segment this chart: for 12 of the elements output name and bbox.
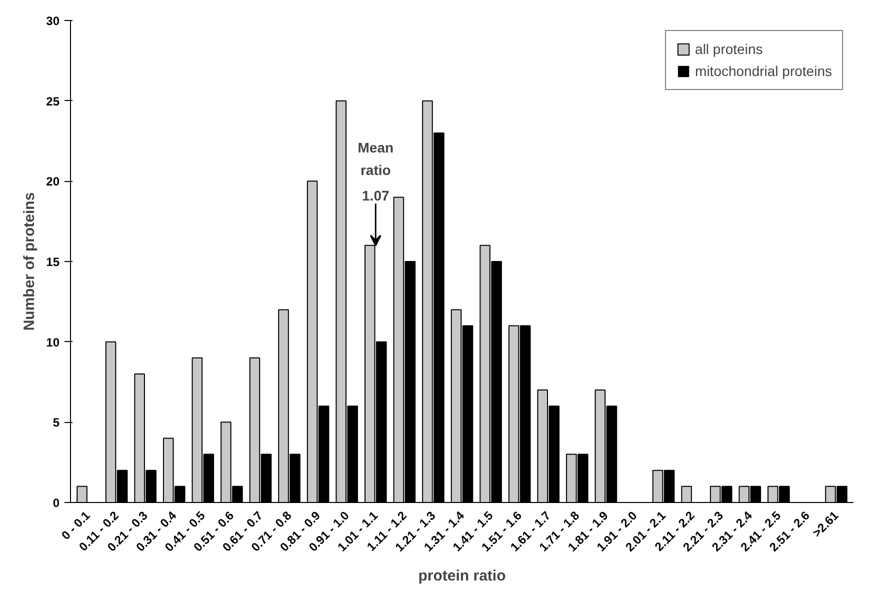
- legend-label: all proteins: [695, 41, 763, 57]
- y-axis-title: Number of proteins: [21, 192, 38, 331]
- y-tick-label: 20: [46, 174, 60, 189]
- legend-label: mitochondrial proteins: [695, 63, 832, 79]
- annotation: Mean ratio 1.07: [358, 139, 394, 204]
- x-axis-title: protein ratio: [418, 567, 506, 584]
- y-tick-label: 10: [46, 335, 60, 350]
- y-tick-label: 15: [46, 255, 60, 269]
- y-tick-label: 5: [52, 416, 60, 430]
- y-tick-label: 25: [46, 94, 60, 108]
- y-tick-label: 0: [52, 496, 60, 510]
- y-tick-label: 30: [46, 14, 60, 28]
